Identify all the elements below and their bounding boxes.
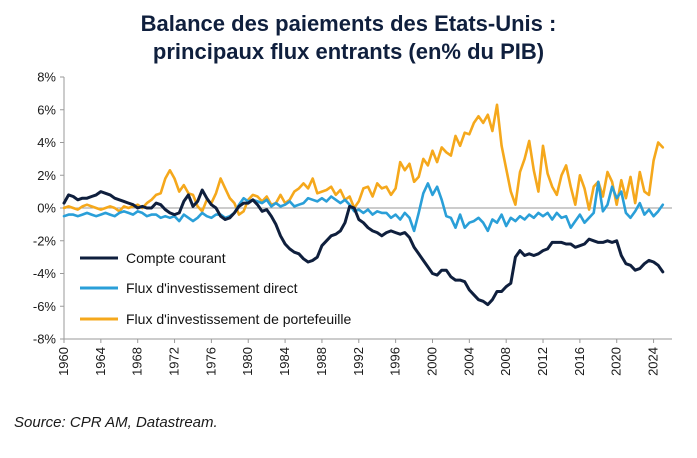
- y-tick-label: -6%: [33, 299, 57, 314]
- x-tick-label: 2008: [498, 347, 513, 376]
- x-tick-label: 1968: [130, 347, 145, 376]
- x-tick-label: 1980: [240, 347, 255, 376]
- chart-title-line-1: Balance des paiements des Etats-Unis :: [140, 11, 557, 36]
- legend-label: Flux d'investissement direct: [126, 280, 298, 296]
- y-tick-label: 2%: [37, 168, 56, 183]
- series-line-flux-d-investissement-de-portefeuille: [62, 103, 665, 216]
- y-tick-label: 6%: [37, 102, 56, 117]
- source-note: Source: CPR AM, Datastream.: [14, 414, 218, 431]
- series-line-compte-courant: [62, 188, 665, 307]
- x-tick-label: 2016: [572, 347, 587, 376]
- y-tick-label: 4%: [37, 135, 56, 150]
- x-tick-label: 1992: [351, 347, 366, 376]
- chart-axes: 8% 6% 4% 2% 0% -2% -4% -6% -8%1960 1964 1968 1972 19…: [33, 70, 672, 376]
- x-tick-label: 1964: [93, 347, 108, 376]
- x-tick-label: 2004: [461, 347, 476, 376]
- y-tick-label: 8%: [37, 70, 56, 85]
- x-tick-label: 2000: [424, 347, 439, 376]
- legend-label: Compte courant: [126, 250, 226, 266]
- x-tick-label: 1972: [167, 347, 182, 376]
- y-tick-label: -8%: [33, 332, 57, 347]
- y-tick-label: 0%: [37, 201, 56, 216]
- x-tick-label: 1984: [277, 347, 292, 376]
- x-tick-label: 1976: [203, 347, 218, 376]
- x-tick-label: 2020: [609, 347, 624, 376]
- chart-series: [62, 103, 665, 307]
- x-tick-label: 1960: [56, 347, 71, 376]
- x-tick-label: 2024: [646, 347, 661, 376]
- chart-title: Balance des paiements des Etats-Unis : p…: [0, 10, 697, 66]
- x-tick-label: 2012: [535, 347, 550, 376]
- chart-title-line-2: principaux flux entrants (en% du PIB): [152, 39, 545, 64]
- x-tick-label: 1988: [314, 347, 329, 376]
- chart-legend: Compte courant Flux d'investissement dire…: [80, 250, 351, 327]
- y-tick-label: -4%: [33, 266, 57, 281]
- series-line-flux-d-investissement-direct: [62, 180, 665, 233]
- y-tick-label: -2%: [33, 233, 57, 248]
- x-tick-label: 1996: [388, 347, 403, 376]
- legend-label: Flux d'investissement de portefeuille: [126, 311, 351, 327]
